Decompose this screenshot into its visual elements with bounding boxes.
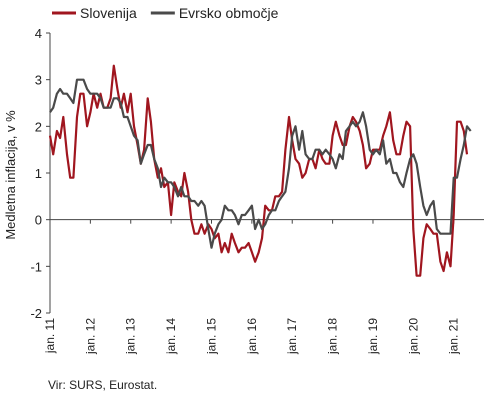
- x-tick-label: jan. 11: [43, 318, 57, 354]
- y-tick-label: 4: [35, 26, 42, 41]
- x-tick-label: jan. 13: [124, 318, 138, 355]
- x-tick-label: jan. 14: [164, 318, 178, 355]
- x-tick-label: jan. 21: [447, 318, 461, 355]
- y-axis: -2 -1 0 1 2 3 4: [30, 26, 51, 321]
- y-tick-label: 0: [35, 213, 42, 228]
- y-tick-label: 2: [35, 119, 42, 134]
- source-note: Vir: SURS, Eurostat.: [48, 378, 158, 392]
- y-tick-label: -2: [30, 306, 42, 321]
- chart-legend: Slovenija Evrsko območje: [52, 5, 279, 21]
- x-axis: jan. 11 jan. 12 jan. 13 jan. 14 jan. 15 jan. …: [43, 219, 484, 355]
- legend-label: Slovenija: [80, 5, 137, 21]
- x-tick-label: jan. 20: [406, 318, 420, 355]
- x-tick-label: jan. 15: [204, 318, 218, 355]
- y-axis-label: Medletna inflacija, v %: [3, 110, 18, 240]
- x-tick-label: jan. 12: [83, 318, 97, 355]
- x-tick-label: jan. 19: [366, 318, 380, 355]
- y-tick-label: -1: [30, 259, 42, 274]
- x-tick-label: jan. 16: [245, 318, 259, 355]
- series-line-1: [48, 64, 469, 277]
- y-tick-label: 1: [35, 166, 42, 181]
- x-tick-label: jan. 18: [326, 318, 340, 355]
- x-tick-label: jan. 17: [285, 318, 299, 355]
- series-line-2: [49, 78, 472, 249]
- y-tick-label: 3: [35, 73, 42, 88]
- series-lines: [48, 64, 472, 277]
- legend-label: Evrsko območje: [179, 5, 279, 21]
